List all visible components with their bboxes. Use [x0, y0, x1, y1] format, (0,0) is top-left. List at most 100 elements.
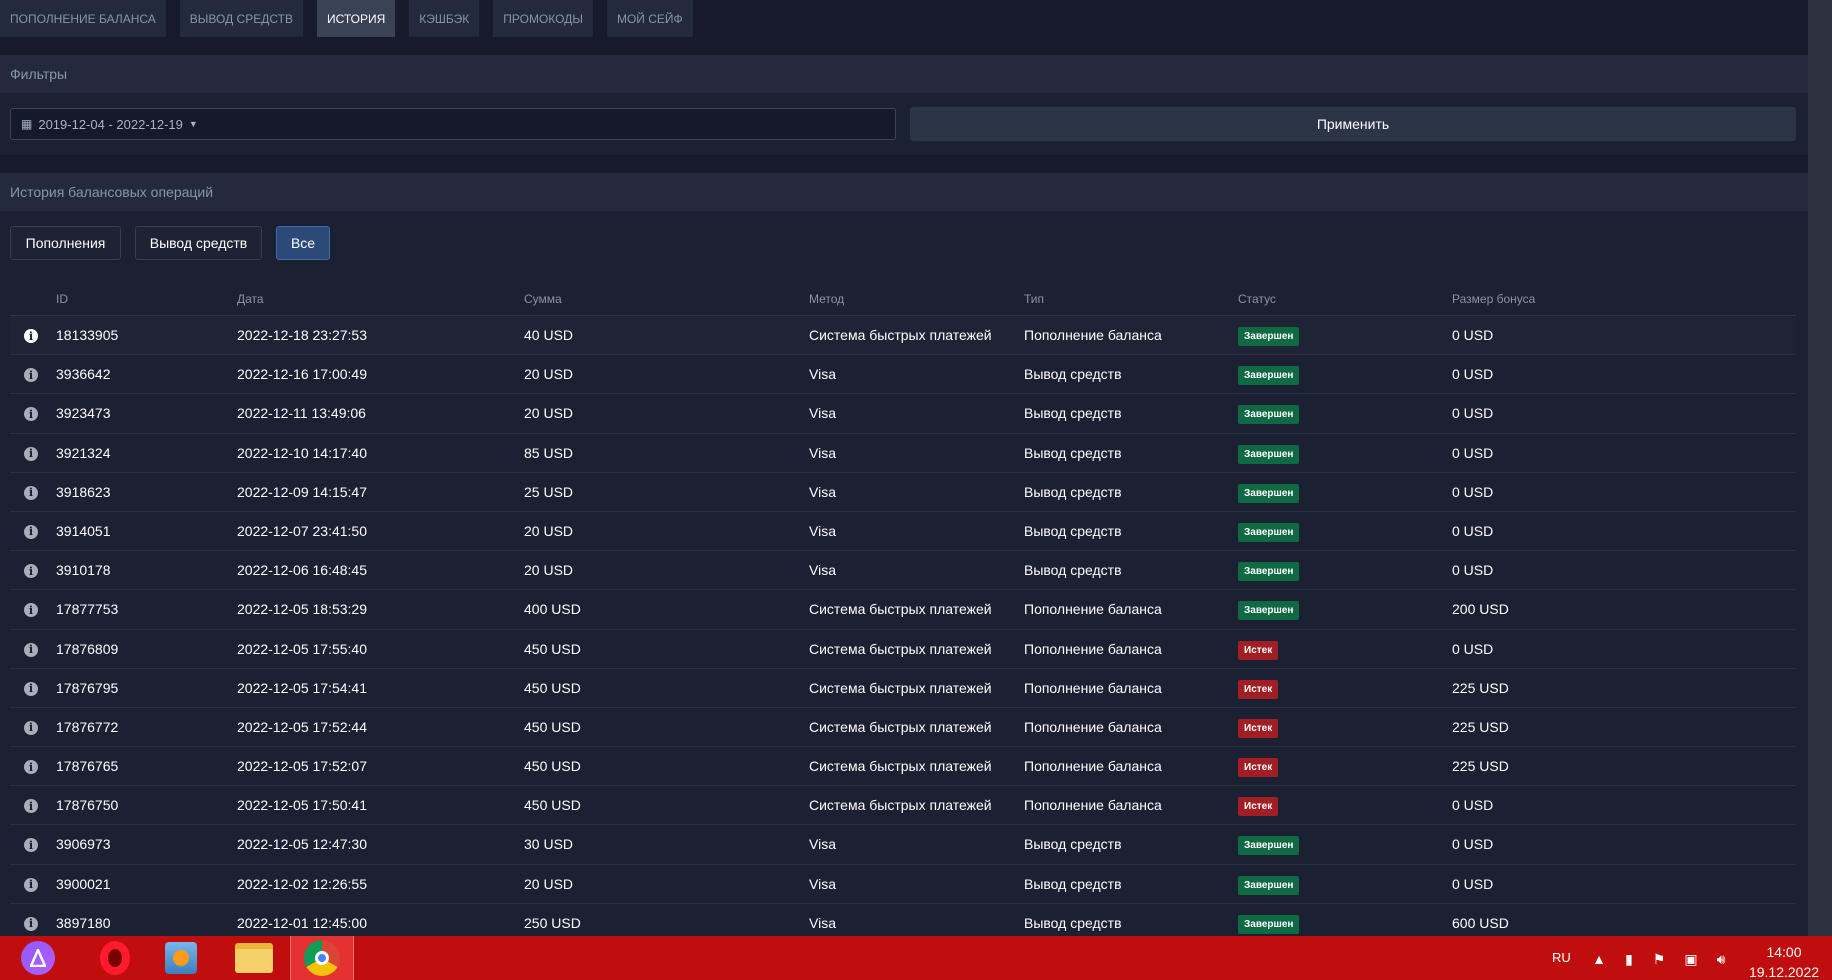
table-row[interactable]: i 3906973 2022-12-05 12:47:30 30 USD Visa Выв…: [10, 825, 1796, 865]
top-tabs: ПОПОЛНЕНИЕ БАЛАНСА ВЫВОД СРЕДСТВ ИСТОРИЯ…: [0, 0, 693, 37]
info-icon[interactable]: i: [24, 368, 38, 383]
taskbar: [0, 936, 1832, 980]
cell-type: Вывод средств: [1024, 483, 1122, 500]
status-badge: Истек: [1238, 797, 1279, 817]
tab-my-safe[interactable]: МОЙ СЕЙФ: [606, 0, 693, 37]
info-icon[interactable]: i: [24, 407, 38, 422]
cell-method: Система быстрых платежей: [809, 601, 992, 618]
cell-method: Visa: [809, 483, 836, 500]
info-icon[interactable]: i: [24, 564, 38, 579]
tab-history[interactable]: ИСТОРИЯ: [316, 0, 396, 37]
info-icon[interactable]: i: [24, 838, 38, 853]
cell-method: Система быстрых платежей: [809, 797, 992, 814]
file-explorer-icon[interactable]: [228, 936, 280, 980]
filter-all-button[interactable]: Все: [276, 226, 330, 260]
info-icon[interactable]: i: [24, 877, 38, 892]
table-row[interactable]: i 17876772 2022-12-05 17:52:44 450 USD Систе…: [10, 708, 1796, 748]
status-badge: Завершен: [1238, 327, 1300, 346]
info-icon[interactable]: i: [24, 760, 38, 775]
cell-method: Система быстрых платежей: [809, 679, 992, 696]
cell-method: Visa: [809, 405, 836, 422]
chrome-icon[interactable]: [290, 936, 354, 980]
cell-date: 2022-12-01 12:45:00: [237, 914, 367, 931]
cell-method: Система быстрых платежей: [809, 758, 992, 775]
filters-header: Фильтры: [0, 55, 1808, 93]
opera-icon[interactable]: [92, 936, 138, 980]
table-row[interactable]: i 17876795 2022-12-05 17:54:41 450 USD Систе…: [10, 669, 1796, 708]
tab-promocodes[interactable]: ПРОМОКОДЫ: [493, 0, 593, 37]
status-badge: Истек: [1238, 758, 1279, 778]
date-range-picker[interactable]: ▦ 2019-12-04 - 2022-12-19 ▼: [10, 108, 896, 140]
clock-time: 14:00: [1766, 944, 1802, 960]
column-id: ID: [56, 292, 68, 306]
volume-icon[interactable]: 🔊︎: [1716, 950, 1726, 967]
alice-assistant-icon[interactable]: [18, 936, 58, 980]
history-table: i 18133905 2022-12-18 23:27:53 40 USD Систем…: [10, 316, 1796, 943]
filter-withdrawals-button[interactable]: Вывод средств: [135, 226, 262, 260]
table-row[interactable]: i 3918623 2022-12-09 14:15:47 25 USD Visa Выв…: [10, 473, 1796, 512]
cell-method: Visa: [809, 562, 836, 579]
status-badge: Истек: [1238, 679, 1279, 699]
battery-icon[interactable]: ▮: [1625, 950, 1633, 967]
cell-type: Вывод средств: [1024, 405, 1122, 422]
info-icon[interactable]: i: [24, 603, 38, 618]
filter-deposits-button[interactable]: Пополнения: [10, 226, 121, 260]
column-bonus: Размер бонуса: [1452, 292, 1536, 306]
cell-date: 2022-12-07 23:41:50: [237, 522, 367, 539]
cell-bonus: 225 USD: [1452, 718, 1509, 735]
table-row[interactable]: i 3914051 2022-12-07 23:41:50 20 USD Visa Выв…: [10, 512, 1796, 552]
cell-date: 2022-12-05 18:53:29: [237, 601, 367, 618]
info-icon[interactable]: i: [24, 485, 38, 500]
cell-bonus: 0 USD: [1452, 875, 1494, 892]
info-icon[interactable]: i: [24, 916, 38, 931]
tab-cashback[interactable]: КЭШБЭК: [409, 0, 480, 37]
cell-type: Пополнение баланса: [1024, 679, 1162, 696]
status-badge: Истек: [1238, 718, 1279, 738]
flag-icon[interactable]: ⚑: [1652, 950, 1666, 967]
cell-type: Пополнение баланса: [1024, 640, 1162, 657]
cell-id: 3897180: [56, 914, 111, 931]
table-row[interactable]: i 3936642 2022-12-16 17:00:49 20 USD Visa Выв…: [10, 355, 1796, 395]
info-icon[interactable]: i: [24, 446, 38, 461]
table-row[interactable]: i 3921324 2022-12-10 14:17:40 85 USD Visa Выв…: [10, 434, 1796, 473]
tab-withdraw[interactable]: ВЫВОД СРЕДСТВ: [179, 0, 303, 37]
cell-id: 17876765: [56, 758, 119, 775]
info-icon[interactable]: i: [24, 329, 38, 343]
cell-amount: 40 USD: [524, 327, 574, 343]
table-row[interactable]: i 3923473 2022-12-11 13:49:06 20 USD Visa Выв…: [10, 394, 1796, 434]
cell-id: 3914051: [56, 522, 111, 539]
cell-amount: 250 USD: [524, 914, 581, 931]
info-icon[interactable]: i: [24, 642, 38, 657]
info-icon[interactable]: i: [24, 799, 38, 814]
info-icon[interactable]: i: [24, 524, 38, 539]
cell-date: 2022-12-05 12:47:30: [237, 836, 367, 853]
cell-type: Вывод средств: [1024, 875, 1122, 892]
page-scrollbar[interactable]: [1808, 0, 1832, 936]
network-icon[interactable]: ▣: [1684, 950, 1698, 967]
status-badge: Истек: [1238, 640, 1279, 660]
cell-amount: 450 USD: [524, 718, 581, 735]
cell-date: 2022-12-10 14:17:40: [237, 444, 367, 461]
table-row[interactable]: i 17876765 2022-12-05 17:52:07 450 USD Систе…: [10, 747, 1796, 787]
table-row[interactable]: i 17876809 2022-12-05 17:55:40 450 USD Систе…: [10, 630, 1796, 669]
clock[interactable]: 14:00 19.12.2022: [1740, 942, 1828, 980]
table-row[interactable]: i 18133905 2022-12-18 23:27:53 40 USD Систем…: [10, 316, 1796, 356]
media-player-icon[interactable]: [158, 936, 204, 980]
cell-bonus: 0 USD: [1452, 444, 1494, 461]
cell-amount: 20 USD: [524, 875, 574, 892]
tab-deposit[interactable]: ПОПОЛНЕНИЕ БАЛАНСА: [0, 0, 166, 37]
info-icon[interactable]: i: [24, 720, 38, 735]
table-row[interactable]: i 17877753 2022-12-05 18:53:29 400 USD Систе…: [10, 590, 1796, 630]
cell-bonus: 0 USD: [1452, 522, 1494, 539]
info-icon[interactable]: i: [24, 681, 38, 696]
table-row[interactable]: i 17876750 2022-12-05 17:50:41 450 USD Систе…: [10, 786, 1796, 826]
table-row[interactable]: i 3910178 2022-12-06 16:48:45 20 USD Visa Выв…: [10, 551, 1796, 591]
tray-expand-icon[interactable]: ▲: [1592, 951, 1606, 967]
clock-date: 19.12.2022: [1748, 964, 1820, 980]
apply-button[interactable]: Применить: [910, 107, 1796, 141]
table-row[interactable]: i 3900021 2022-12-02 12:26:55 20 USD Visa Выв…: [10, 865, 1796, 904]
language-indicator[interactable]: RU: [1552, 950, 1571, 965]
cell-date: 2022-12-18 23:27:53: [237, 327, 367, 343]
cell-date: 2022-12-05 17:52:44: [237, 718, 367, 735]
calendar-icon: ▦: [21, 117, 33, 131]
